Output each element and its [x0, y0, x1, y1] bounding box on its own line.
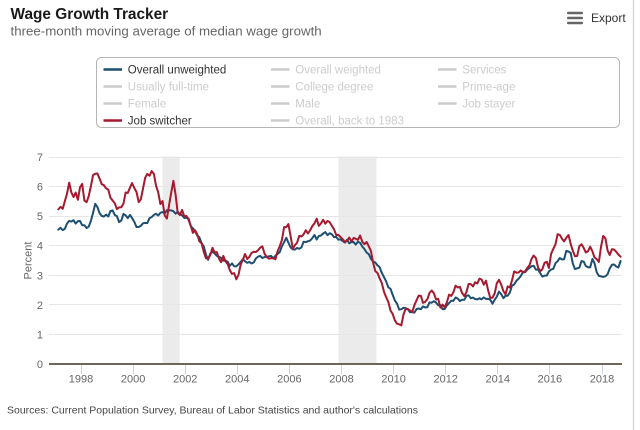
- svg-text:3: 3: [37, 270, 43, 282]
- svg-text:Usually full-time: Usually full-time: [128, 82, 209, 94]
- svg-text:1998: 1998: [69, 374, 93, 386]
- svg-text:Job stayer: Job stayer: [462, 99, 515, 111]
- svg-text:2018: 2018: [590, 374, 614, 386]
- svg-text:Prime-age: Prime-age: [462, 82, 515, 94]
- svg-text:three-month moving average of: three-month moving average of median wag…: [11, 24, 322, 39]
- svg-text:0: 0: [37, 359, 43, 371]
- svg-text:5: 5: [37, 211, 43, 223]
- svg-text:Services: Services: [462, 65, 506, 77]
- svg-text:1: 1: [37, 329, 43, 341]
- svg-text:2: 2: [37, 300, 43, 312]
- svg-text:2002: 2002: [173, 374, 197, 386]
- svg-text:Sources: Current Population Su: Sources: Current Population Survey, Bure…: [7, 405, 418, 417]
- svg-text:Overall weighted: Overall weighted: [295, 65, 381, 77]
- svg-text:6: 6: [37, 182, 43, 194]
- svg-text:2004: 2004: [225, 374, 249, 386]
- svg-text:Percent: Percent: [23, 242, 35, 280]
- svg-text:2016: 2016: [538, 374, 562, 386]
- svg-text:Wage Growth Tracker: Wage Growth Tracker: [11, 6, 169, 23]
- svg-text:Female: Female: [128, 99, 166, 111]
- svg-text:2014: 2014: [486, 374, 510, 386]
- svg-text:Overall, back to 1983: Overall, back to 1983: [295, 116, 404, 128]
- svg-text:College degree: College degree: [295, 82, 373, 94]
- svg-text:Overall unweighted: Overall unweighted: [128, 65, 226, 77]
- svg-text:2008: 2008: [329, 374, 353, 386]
- svg-text:Male: Male: [295, 99, 320, 111]
- svg-text:4: 4: [37, 241, 43, 253]
- svg-text:Job switcher: Job switcher: [128, 116, 192, 128]
- svg-text:2012: 2012: [433, 374, 457, 386]
- svg-text:2006: 2006: [277, 374, 301, 386]
- svg-text:Export: Export: [591, 11, 626, 25]
- svg-text:2000: 2000: [121, 374, 145, 386]
- svg-text:7: 7: [37, 152, 43, 164]
- svg-text:2010: 2010: [381, 374, 405, 386]
